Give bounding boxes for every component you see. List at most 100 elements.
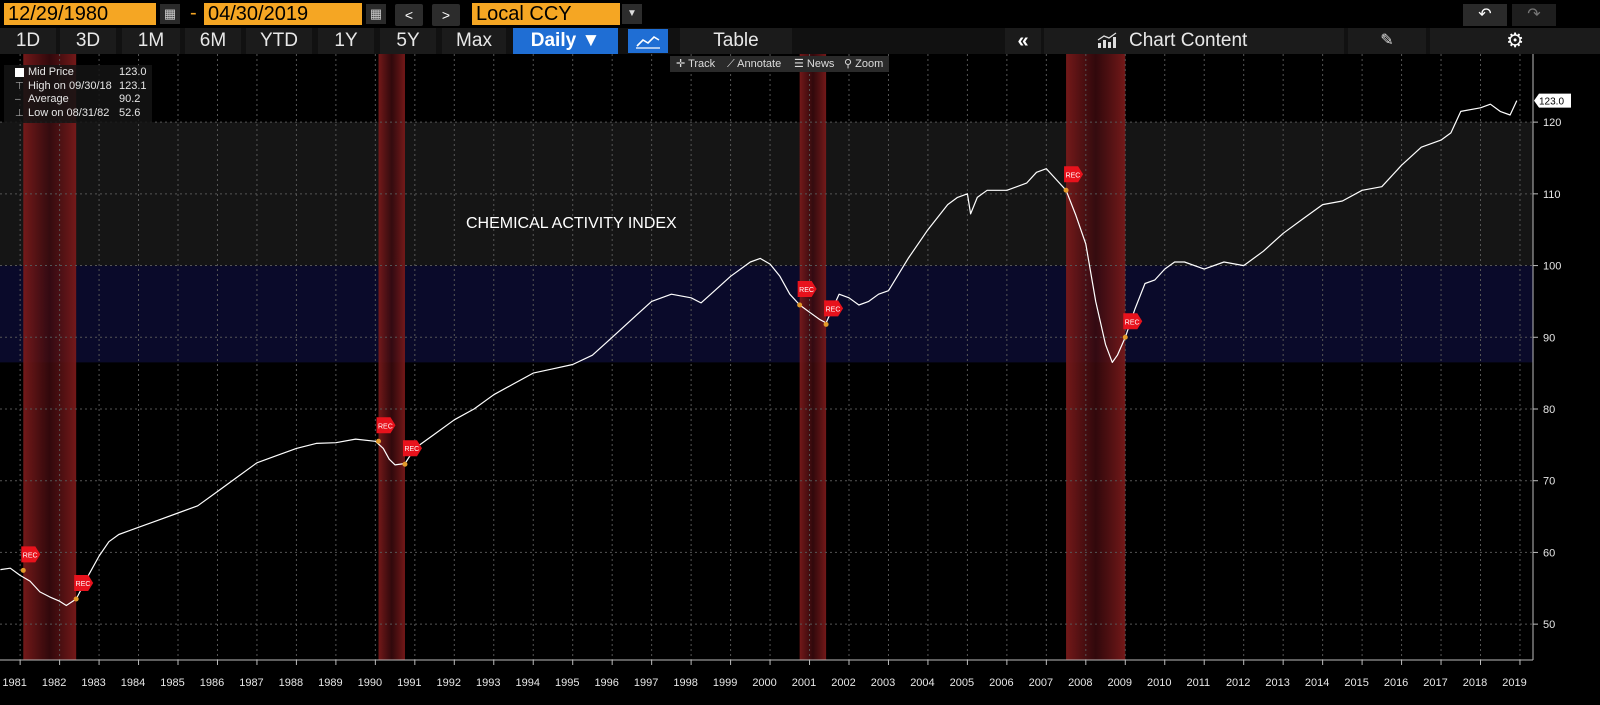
x-tick-label: 2004 bbox=[910, 677, 934, 689]
gear-icon[interactable]: ⚙ bbox=[1430, 28, 1600, 54]
rec-flag-label: REC bbox=[826, 306, 841, 313]
x-tick-label: 2013 bbox=[1265, 677, 1289, 689]
y-tick-label: 120 bbox=[1543, 117, 1561, 129]
x-tick-label: 2002 bbox=[831, 677, 855, 689]
x-tick-label: 1982 bbox=[42, 677, 66, 689]
end-date-input[interactable]: 04/30/2019 bbox=[204, 3, 362, 25]
x-tick-label: 1990 bbox=[358, 677, 382, 689]
legend-label: Low on 08/31/82 bbox=[28, 107, 110, 119]
legend-row-high: ⊤ High on 09/30/18 123.1 bbox=[4, 80, 152, 93]
y-tick-label: 80 bbox=[1543, 404, 1555, 416]
period-1m-button[interactable]: 1M bbox=[122, 28, 180, 54]
news-tool[interactable]: ☰ News bbox=[794, 58, 835, 70]
legend-row-low: ⊥ Low on 08/31/82 52.6 bbox=[4, 107, 152, 120]
x-tick-label: 2014 bbox=[1305, 677, 1329, 689]
period-5y-button[interactable]: 5Y bbox=[380, 28, 436, 54]
x-tick-label: 2015 bbox=[1344, 677, 1368, 689]
rec-flag-icon bbox=[21, 546, 41, 563]
x-tick-label: 1987 bbox=[239, 677, 263, 689]
legend-value: 123.1 bbox=[119, 80, 147, 92]
marker-dot bbox=[823, 321, 829, 327]
price-line bbox=[0, 100, 1518, 607]
rec-flag-icon bbox=[376, 417, 396, 434]
x-tick-label: 2000 bbox=[752, 677, 776, 689]
rec-flag-icon bbox=[824, 300, 844, 317]
undo-icon[interactable]: ↶ bbox=[1463, 4, 1507, 26]
rec-flag-icon bbox=[74, 575, 94, 592]
currency-select[interactable]: Local CCY bbox=[472, 3, 620, 25]
legend-row-average: – Average 90.2 bbox=[4, 93, 152, 106]
recession-start-marker: REC bbox=[797, 281, 817, 308]
start-calendar-icon[interactable]: ▦ bbox=[160, 4, 180, 24]
date-separator: - bbox=[190, 2, 197, 24]
x-tick-label: 2001 bbox=[792, 677, 816, 689]
annotate-tool[interactable]: ⟋ Annotate bbox=[727, 58, 782, 70]
recession-end-marker: REC bbox=[402, 440, 422, 467]
x-tick-label: 1993 bbox=[476, 677, 500, 689]
legend: Mid Price 123.0 ⊤ High on 09/30/18 123.1… bbox=[4, 65, 152, 123]
legend-value: 123.0 bbox=[119, 66, 147, 78]
frequency-dropdown[interactable]: Daily ▼ bbox=[513, 28, 618, 54]
track-tool[interactable]: ✛ Track bbox=[676, 58, 716, 70]
legend-label: Average bbox=[28, 93, 69, 105]
end-calendar-icon[interactable]: ▦ bbox=[366, 4, 386, 24]
high-marker-icon: ⊤ bbox=[15, 81, 24, 92]
period-ytd-button[interactable]: YTD bbox=[246, 28, 312, 54]
x-tick-label: 1988 bbox=[279, 677, 303, 689]
recession-band bbox=[23, 54, 77, 660]
x-tick-label: 2003 bbox=[871, 677, 895, 689]
chevron-down-icon[interactable]: ▼ bbox=[622, 4, 642, 24]
collapse-icon[interactable]: « bbox=[1005, 28, 1041, 54]
x-tick-label: 2012 bbox=[1226, 677, 1250, 689]
period-1y-button[interactable]: 1Y bbox=[318, 28, 374, 54]
period-6m-button[interactable]: 6M bbox=[185, 28, 241, 54]
rec-flag-label: REC bbox=[1125, 319, 1140, 326]
chart-content-button[interactable]: Chart Content bbox=[1044, 28, 1344, 54]
top-bar: 12/29/1980 ▦ - 04/30/2019 ▦ < > Local CC… bbox=[0, 0, 1600, 28]
marker-dot bbox=[402, 461, 408, 467]
marker-dot bbox=[797, 302, 803, 308]
x-tick-label: 1998 bbox=[673, 677, 697, 689]
chart-content-icon bbox=[1097, 32, 1117, 48]
chart-tools: ✛ Track ⟋ Annotate ☰ News ⚲ Zoom bbox=[670, 56, 889, 72]
x-tick-label: 1983 bbox=[81, 677, 105, 689]
legend-value: 52.6 bbox=[119, 107, 141, 119]
x-tick-label: 1992 bbox=[437, 677, 461, 689]
x-tick-label: 1989 bbox=[318, 677, 342, 689]
recession-end-marker: REC bbox=[1122, 313, 1143, 340]
x-tick-label: 2011 bbox=[1186, 677, 1210, 689]
legend-label: High on 09/30/18 bbox=[28, 80, 112, 92]
period-toolbar: 1D 3D 1M 6M YTD 1Y 5Y Max Daily ▼ Table … bbox=[0, 28, 1600, 54]
marker-dot bbox=[1063, 187, 1069, 193]
legend-label: Mid Price bbox=[28, 66, 74, 78]
x-tick-label: 1981 bbox=[2, 677, 26, 689]
line-chart-icon[interactable] bbox=[628, 29, 668, 53]
period-max-button[interactable]: Max bbox=[442, 28, 506, 54]
rec-flag-icon bbox=[1123, 313, 1143, 330]
average-marker-icon: – bbox=[15, 94, 21, 105]
x-tick-label: 2017 bbox=[1423, 677, 1447, 689]
x-tick-label: 1996 bbox=[594, 677, 618, 689]
rec-flag-icon bbox=[402, 440, 422, 457]
x-tick-label: 2010 bbox=[1147, 677, 1171, 689]
table-button[interactable]: Table bbox=[680, 28, 792, 54]
rec-flag-icon bbox=[797, 281, 817, 298]
zoom-tool[interactable]: ⚲ Zoom bbox=[844, 58, 884, 70]
x-tick-label: 2016 bbox=[1384, 677, 1408, 689]
prev-button[interactable]: < bbox=[395, 4, 423, 26]
marker-dot bbox=[376, 438, 382, 444]
rec-flag-label: REC bbox=[76, 581, 91, 588]
recession-start-marker: REC bbox=[20, 546, 41, 573]
period-1d-button[interactable]: 1D bbox=[0, 28, 56, 54]
edit-pen-icon[interactable]: ✎ bbox=[1348, 28, 1426, 54]
period-3d-button[interactable]: 3D bbox=[60, 28, 116, 54]
y-tick-label: 90 bbox=[1543, 332, 1555, 344]
next-button[interactable]: > bbox=[432, 4, 460, 26]
x-tick-label: 1986 bbox=[200, 677, 224, 689]
y-tick-label: 100 bbox=[1543, 261, 1561, 273]
legend-row-mid: Mid Price 123.0 bbox=[4, 66, 152, 79]
start-date-input[interactable]: 12/29/1980 bbox=[4, 3, 156, 25]
redo-icon[interactable]: ↷ bbox=[1512, 4, 1556, 26]
rec-flag-label: REC bbox=[1066, 172, 1081, 179]
rec-flag-label: REC bbox=[404, 446, 419, 453]
